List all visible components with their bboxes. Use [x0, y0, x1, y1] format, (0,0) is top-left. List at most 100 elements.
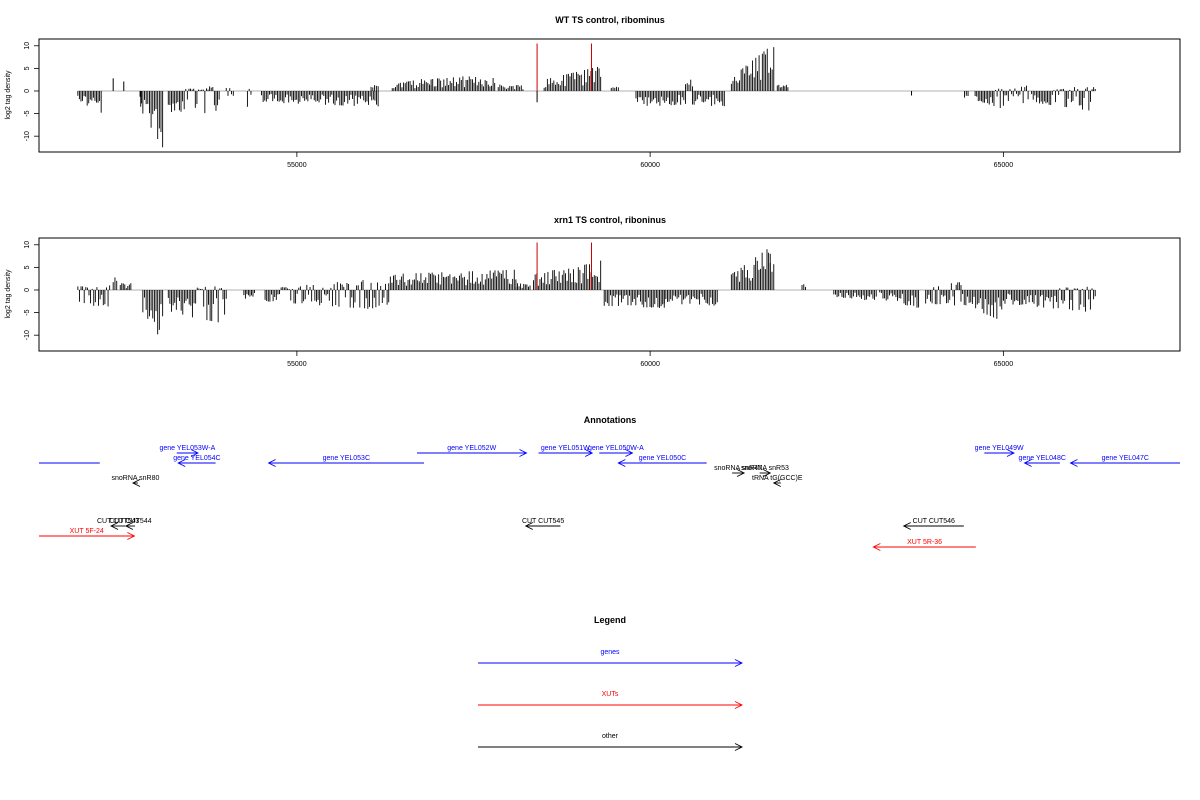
feature-arrowhead [1023, 459, 1032, 467]
feature-arrowhead [902, 522, 911, 530]
annotation-feature: snoRNA snR47 [714, 465, 762, 477]
feature-label: snoRNA snR47 [714, 465, 762, 472]
feature-arrowhead [1006, 449, 1015, 457]
y-tick-label: -5 [24, 309, 31, 315]
panel-1-title: WT TS control, ribominus [555, 15, 665, 25]
annotation-feature: snoRNA snR80 [112, 475, 160, 487]
x-tick-label: 60000 [640, 162, 660, 169]
annotation-feature: gene YEL051W [538, 445, 594, 457]
feature-arrowhead [267, 459, 276, 467]
annotation-feature: CUT CUT546 [902, 518, 964, 530]
legend-label: other [602, 733, 619, 740]
y-tick-label: 0 [24, 288, 31, 292]
feature-label: XUT 5R-36 [907, 539, 942, 546]
x-tick-label: 55000 [287, 162, 307, 169]
y-tick-label: -10 [24, 131, 31, 141]
panel-1-y-axis: 10 5 0 -5 -10 [24, 42, 39, 141]
feature-label: gene YEL054C [173, 455, 220, 462]
feature-arrowhead [734, 743, 744, 751]
feature-arrowhead [734, 701, 744, 709]
feature-label: gene YEL051W [541, 445, 590, 452]
legend-item: genes [478, 649, 744, 667]
annotation-feature: CUT CUT544 [109, 518, 152, 530]
annotation-feature: gene YEL053C [267, 455, 425, 467]
panel-1-y-label: log2 tag density [5, 70, 12, 120]
panel-2-bars [77, 242, 1096, 335]
x-tick-label: 65000 [994, 162, 1014, 169]
feature-arrowhead [124, 522, 134, 530]
legend-item: other [478, 733, 744, 751]
legend: genes XUTs other [478, 649, 744, 751]
annotation-feature: gene YEL050W-A [588, 445, 644, 457]
legend-label: genes [600, 649, 620, 656]
feature-arrowhead [131, 479, 141, 487]
legend-label: XUTs [602, 691, 619, 698]
annotation-feature: gene YEL049W [975, 445, 1024, 457]
feature-label: gene YEL050C [639, 455, 686, 462]
x-tick-label: 55000 [287, 361, 307, 368]
panel-2-frame [38, 237, 1181, 352]
panel-1-bars [77, 43, 1096, 148]
y-tick-label: -10 [24, 330, 31, 340]
feature-arrowhead [625, 449, 634, 457]
feature-arrowhead [110, 522, 119, 530]
feature-arrowhead [772, 479, 781, 487]
y-tick-label: 10 [24, 42, 31, 50]
annotation-feature: CUT CUT545 [522, 518, 564, 530]
y-tick-label: -5 [24, 110, 31, 116]
feature-label: CUT CUT545 [522, 518, 564, 525]
annotation-feature: XUT 5F-24 [39, 528, 136, 540]
feature-label: tRNA tG(GCC)E [752, 475, 803, 482]
annotation-feature: gene YEL052W [416, 445, 528, 457]
feature-arrowhead [190, 449, 199, 457]
legend-title: Legend [594, 615, 626, 625]
feature-arrowhead [127, 532, 136, 540]
annotation-feature: gene YEL048C [1019, 455, 1066, 467]
annotation-feature: XUT 5R-36 [872, 539, 976, 551]
annotation-feature: gene YEL053W-A [159, 445, 216, 457]
annotations-title: Annotations [584, 415, 637, 425]
panel-1-frame [38, 38, 1181, 153]
annotation-feature: gene YEL050C [617, 455, 707, 467]
annotation-feature: snoRNA snR53 [741, 465, 789, 477]
feature-arrowhead [519, 449, 528, 457]
feature-arrowhead [584, 449, 594, 457]
feature-arrowhead [872, 543, 881, 551]
feature-label: gene YEL047C [1102, 455, 1149, 462]
feature-label: gene YEL050W-A [588, 445, 644, 452]
feature-arrowhead [763, 469, 772, 477]
panel-1-x-axis: 55000 60000 65000 [287, 152, 1013, 169]
annotation-feature: gene YEL054C [173, 455, 221, 467]
panel-2-x-axis: 55000 60000 65000 [287, 351, 1013, 368]
feature-arrowhead [736, 469, 746, 477]
legend-item: XUTs [478, 691, 744, 709]
feature-label: gene YEL053W-A [159, 445, 215, 452]
feature-arrowhead [524, 522, 533, 530]
feature-label: XUT 5F-24 [70, 528, 104, 535]
annotation-feature: CUT CUT543 [97, 518, 139, 530]
feature-label: CUT CUT543 [97, 518, 139, 525]
x-tick-label: 60000 [640, 361, 660, 368]
panel-2-y-axis: 10 5 0 -5 -10 [24, 241, 39, 340]
feature-label: gene YEL048C [1019, 455, 1066, 462]
feature-label: gene YEL049W [975, 445, 1024, 452]
panel-2-title: xrn1 TS control, riboninus [554, 215, 666, 225]
y-tick-label: 5 [24, 66, 31, 70]
x-tick-label: 65000 [994, 361, 1014, 368]
feature-arrowhead [177, 459, 186, 467]
feature-label: gene YEL052W [447, 445, 496, 452]
y-tick-label: 5 [24, 265, 31, 269]
feature-arrowhead [1069, 459, 1078, 467]
annotation-feature: tRNA tG(GCC)E [752, 475, 803, 487]
annotation-feature: gene YEL047C [1069, 455, 1180, 467]
feature-arrowhead [617, 459, 626, 467]
feature-label: snoRNA snR53 [741, 465, 789, 472]
y-tick-label: 0 [24, 89, 31, 93]
feature-label: CUT CUT546 [913, 518, 955, 525]
feature-label: snoRNA snR80 [112, 475, 160, 482]
feature-label: CUT CUT544 [109, 518, 151, 525]
y-tick-label: 10 [24, 241, 31, 249]
feature-label: gene YEL053C [323, 455, 370, 462]
panel-2-y-label: log2 tag density [5, 269, 12, 319]
